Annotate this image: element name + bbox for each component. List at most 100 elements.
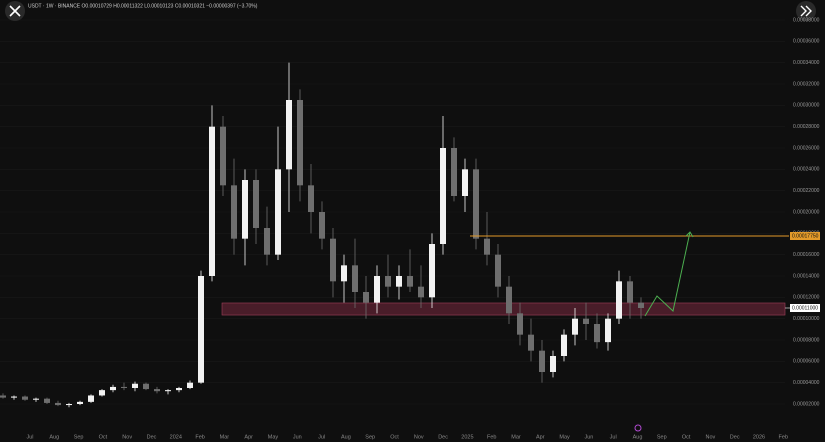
candle-body — [187, 382, 193, 388]
candle-body — [506, 286, 512, 314]
x-tick-label: Apr — [244, 434, 253, 440]
candle-body — [33, 398, 39, 400]
price-tag-label: 0.00011000 — [792, 305, 818, 311]
x-tick-label: Jun — [584, 434, 593, 440]
candle-body — [451, 148, 457, 197]
y-tick-label: 0.00006000 — [793, 359, 820, 365]
x-tick-label: Dec — [730, 434, 740, 440]
y-tick-label: 0.00028000 — [793, 124, 820, 130]
candle-body — [363, 291, 369, 303]
x-tick-label: Sep — [74, 434, 84, 440]
x-tick-label: Jul — [318, 434, 325, 440]
candle-body — [572, 318, 578, 335]
candle-body — [319, 212, 325, 239]
candle-body — [143, 383, 149, 390]
candle-body — [638, 302, 644, 308]
candle-body — [220, 126, 226, 186]
candle-body — [198, 275, 204, 383]
candle-body — [286, 100, 292, 170]
candle-body — [627, 281, 633, 303]
x-tick-label: Sep — [657, 434, 667, 440]
y-tick-label: 0.00038000 — [793, 17, 820, 23]
expand-icon[interactable] — [800, 5, 812, 17]
candle-body — [429, 243, 435, 298]
candle-body — [561, 334, 567, 356]
candle-body — [253, 180, 259, 228]
x-tick-label: Apr — [536, 434, 545, 440]
support-zone — [221, 302, 786, 316]
candle-body — [330, 238, 336, 282]
candle-body — [462, 169, 468, 197]
y-tick-label: 0.00008000 — [793, 337, 820, 343]
x-tick-label: Nov — [122, 434, 132, 440]
candle-body — [583, 318, 589, 324]
candle-body — [66, 403, 72, 406]
x-tick-label: 2025 — [461, 434, 473, 440]
candle-body — [209, 126, 215, 276]
x-tick-label: Feb — [779, 434, 788, 440]
candle-body — [539, 350, 545, 372]
x-tick-label: Mar — [220, 434, 230, 440]
x-tick-label: Nov — [706, 434, 716, 440]
candle-body — [396, 275, 402, 287]
x-tick-label: 2024 — [170, 434, 182, 440]
candle-body — [528, 334, 534, 351]
candle-body — [55, 402, 61, 406]
x-tick-label: Feb — [487, 434, 496, 440]
candle-body — [407, 275, 413, 287]
candle-body — [99, 390, 105, 396]
plot-layer — [0, 19, 789, 408]
x-tick-label: Jul — [26, 434, 33, 440]
y-tick-label: 0.00026000 — [793, 145, 820, 151]
candle-body — [0, 395, 6, 398]
close-icon[interactable] — [9, 5, 21, 17]
x-tick-label: Oct — [99, 434, 108, 440]
x-tick-label: Jul — [610, 434, 617, 440]
y-tick-label: 0.00004000 — [793, 380, 820, 386]
y-tick-label: 0.00012000 — [793, 295, 820, 301]
y-tick-label: 0.00002000 — [793, 401, 820, 407]
candle-body — [605, 318, 611, 343]
x-tick-label: Aug — [49, 434, 59, 440]
candle-body — [275, 169, 281, 255]
candle-body — [44, 398, 50, 403]
candle-body — [352, 265, 358, 292]
x-tick-label: Aug — [341, 434, 351, 440]
x-tick-label: Sep — [365, 434, 375, 440]
candle-body — [440, 148, 446, 244]
projection-arrowhead — [685, 231, 694, 238]
event-marker — [634, 424, 642, 432]
candle-body — [374, 275, 380, 303]
candle-body — [473, 169, 479, 239]
price-tag-bg — [790, 303, 820, 312]
x-tick-label: Dec — [147, 434, 157, 440]
candle-body — [385, 275, 391, 287]
candle-body — [22, 396, 28, 400]
candle-body — [297, 100, 303, 186]
close-button[interactable] — [5, 1, 25, 21]
candle-body — [154, 389, 160, 392]
candle-body — [11, 396, 17, 398]
y-tick-label: 0.00024000 — [793, 167, 820, 173]
y-tick-label: 0.00014000 — [793, 273, 820, 279]
x-tick-label: Oct — [390, 434, 399, 440]
candle-body — [418, 286, 424, 298]
y-tick-label: 0.00016000 — [793, 252, 820, 258]
y-tick-label: 0.00030000 — [793, 103, 820, 109]
candle-body — [308, 185, 314, 212]
x-tick-label: Dec — [438, 434, 448, 440]
y-tick-label: 0.00036000 — [793, 39, 820, 45]
expand-button[interactable] — [796, 1, 816, 21]
candle-body — [517, 313, 523, 335]
candle-body — [77, 401, 83, 404]
candle-body — [594, 323, 600, 343]
candle-body — [165, 390, 171, 392]
x-tick-label: Oct — [682, 434, 691, 440]
x-tick-label: Aug — [633, 434, 643, 440]
candle-body — [242, 180, 248, 239]
level-tag-label: 0.00017750 — [792, 233, 819, 239]
candle-body — [616, 281, 622, 319]
